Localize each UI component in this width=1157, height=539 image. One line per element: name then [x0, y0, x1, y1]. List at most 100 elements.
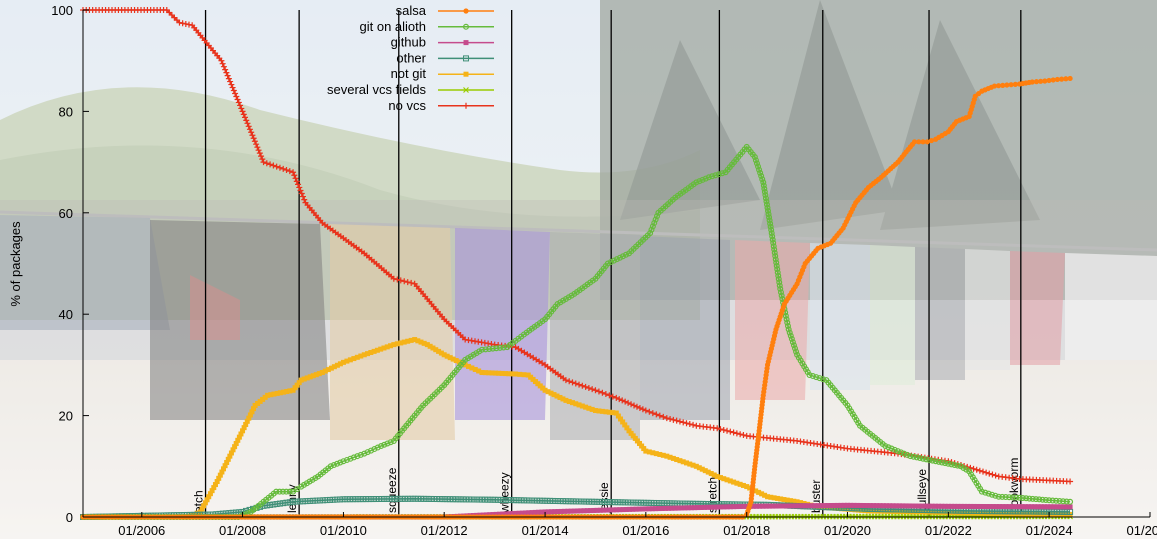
data-point [1053, 497, 1060, 504]
data-point [260, 396, 266, 402]
data-point [246, 415, 252, 421]
data-point [806, 372, 813, 379]
data-point [653, 411, 660, 418]
data-point [543, 497, 550, 504]
data-point [479, 346, 486, 353]
data-point [628, 430, 634, 436]
data-point [809, 503, 815, 509]
x-tick-label: 01/2022 [925, 523, 972, 538]
legend-label: no vcs [388, 98, 426, 113]
data-point [456, 496, 463, 503]
data-point [673, 417, 680, 424]
data-point [296, 380, 302, 386]
data-point [696, 465, 702, 471]
data-point [576, 498, 583, 505]
x-tick-label: 01/2016 [622, 523, 669, 538]
data-point [493, 511, 499, 517]
data-point [1049, 497, 1056, 504]
data-point [450, 356, 456, 362]
data-point [766, 214, 773, 221]
data-point [201, 503, 207, 509]
data-point [1054, 504, 1060, 510]
data-point [1039, 496, 1046, 503]
data-point [579, 382, 586, 389]
data-point [770, 239, 777, 246]
data-point [882, 443, 889, 450]
data-point [357, 451, 364, 458]
data-point [711, 472, 717, 478]
data-point [740, 503, 746, 509]
data-point [784, 319, 791, 326]
data-point [711, 504, 717, 510]
data-point [267, 501, 274, 508]
data-point [579, 498, 586, 505]
data-point [572, 498, 579, 505]
data-point [537, 497, 544, 504]
data-point [935, 458, 942, 465]
data-point [602, 391, 609, 398]
data-point [298, 377, 304, 383]
data-point [401, 339, 407, 345]
data-point [647, 499, 654, 506]
data-point [244, 120, 251, 127]
data-point [228, 450, 234, 456]
data-point [542, 387, 548, 393]
data-point [476, 368, 482, 374]
data-point [737, 504, 743, 510]
data-point [675, 505, 681, 511]
data-point [293, 178, 300, 185]
data-point [778, 292, 785, 299]
data-point [859, 507, 865, 513]
data-point [506, 511, 512, 517]
data-point [778, 496, 784, 502]
data-point [218, 57, 225, 64]
legend-swatch-marker [463, 102, 469, 109]
data-point [949, 503, 955, 509]
y-tick-label: 20 [59, 409, 73, 424]
data-point [815, 503, 821, 509]
data-point [212, 482, 218, 488]
data-point [766, 503, 772, 509]
data-point [294, 382, 300, 388]
data-point [235, 99, 242, 106]
data-point [961, 503, 967, 509]
data-point [227, 453, 233, 459]
data-point [217, 472, 223, 478]
legend-swatch-marker [463, 87, 469, 93]
data-point [945, 503, 951, 509]
data-point [235, 437, 241, 443]
data-point [618, 499, 625, 506]
data-point [319, 370, 325, 376]
data-point [371, 446, 378, 453]
data-point [327, 463, 334, 470]
data-point [350, 496, 357, 503]
data-point [361, 450, 368, 457]
data-point [669, 505, 675, 511]
data-point [1006, 494, 1013, 501]
data-point [603, 409, 609, 415]
data-point [379, 495, 386, 502]
data-point [773, 259, 780, 266]
data-point [610, 257, 617, 264]
data-point [727, 504, 733, 510]
data-point [773, 262, 780, 269]
data-point [313, 497, 320, 504]
data-point [233, 440, 239, 446]
data-point [325, 367, 331, 373]
data-point [225, 456, 231, 462]
data-point [353, 496, 360, 503]
y-axis-label: % of packages [8, 221, 23, 307]
data-point [251, 406, 257, 412]
data-point [185, 21, 192, 28]
data-point [916, 139, 922, 145]
x-tick-label: 01/2026 [1127, 523, 1157, 538]
data-point [619, 253, 626, 260]
data-point [304, 375, 310, 381]
data-point [241, 425, 247, 431]
series-line [83, 9, 1071, 483]
data-point [301, 376, 307, 382]
data-point [974, 503, 980, 509]
data-point [415, 338, 421, 344]
data-point [219, 60, 226, 67]
data-point [654, 500, 661, 507]
